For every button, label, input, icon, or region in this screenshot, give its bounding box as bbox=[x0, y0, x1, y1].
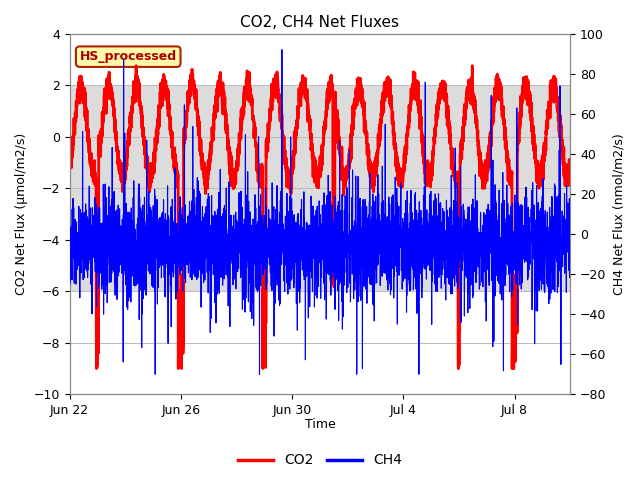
CH4 bbox=[278, 47, 285, 52]
CO2 bbox=[132, 63, 140, 69]
Y-axis label: CO2 Net Flux (μmol/m2/s): CO2 Net Flux (μmol/m2/s) bbox=[15, 133, 28, 295]
CH4 bbox=[566, 243, 574, 249]
Bar bbox=[70, 85, 570, 291]
CH4 bbox=[519, 241, 527, 247]
CO2 bbox=[66, 163, 74, 169]
CH4 bbox=[173, 220, 181, 226]
CO2 bbox=[173, 168, 181, 174]
X-axis label: Time: Time bbox=[305, 419, 335, 432]
Line: CH4: CH4 bbox=[70, 49, 570, 374]
Line: CO2: CO2 bbox=[70, 66, 570, 369]
CH4 bbox=[151, 372, 159, 377]
CH4 bbox=[369, 301, 376, 307]
CH4 bbox=[566, 245, 574, 251]
CO2 bbox=[519, 82, 527, 88]
CO2 bbox=[566, 165, 574, 171]
CO2 bbox=[378, 108, 385, 114]
Y-axis label: CH4 Net Flux (nmol/m2/s): CH4 Net Flux (nmol/m2/s) bbox=[612, 133, 625, 295]
Title: CO2, CH4 Net Fluxes: CO2, CH4 Net Fluxes bbox=[241, 15, 399, 30]
CO2 bbox=[369, 162, 376, 168]
CO2 bbox=[206, 155, 214, 161]
CH4 bbox=[205, 238, 213, 244]
CO2 bbox=[566, 168, 574, 174]
Legend: CO2, CH4: CO2, CH4 bbox=[232, 448, 408, 473]
CO2 bbox=[93, 366, 100, 372]
CH4 bbox=[378, 239, 385, 244]
Text: HS_processed: HS_processed bbox=[79, 50, 177, 63]
CH4 bbox=[66, 220, 74, 226]
